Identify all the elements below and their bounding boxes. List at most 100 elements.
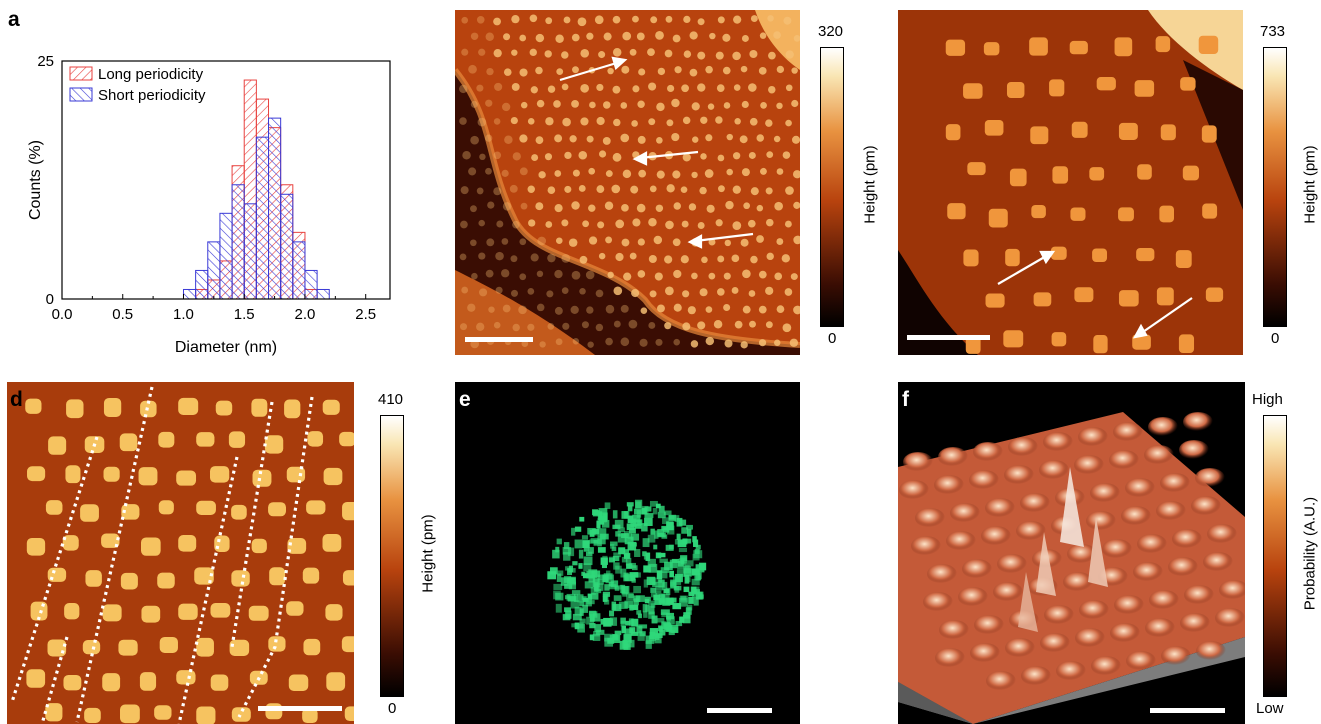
afm-dot	[570, 305, 579, 315]
afm-dot	[588, 167, 596, 175]
afm-dot	[577, 17, 587, 27]
fft-pixel	[582, 573, 590, 579]
afm-dot	[723, 102, 731, 109]
afm-dot	[229, 639, 250, 657]
afm-dot	[561, 51, 569, 59]
legend-label-long: Long periodicity	[98, 66, 204, 83]
fft-pixel	[666, 598, 673, 604]
afm-dot	[527, 117, 535, 125]
afm-dot	[691, 171, 698, 179]
legend-swatch-short	[69, 87, 93, 102]
afm-dot	[733, 84, 741, 91]
probability-bump	[911, 536, 941, 556]
afm-dot	[555, 237, 563, 245]
afm-dot	[648, 217, 657, 227]
fft-pixel	[562, 547, 572, 555]
fft-pixel	[609, 610, 615, 617]
fft-pixel	[620, 620, 625, 627]
afm-dot	[665, 220, 674, 230]
fft-pixel	[591, 592, 599, 600]
afm-dot	[782, 323, 792, 333]
fft-pixel	[670, 581, 677, 587]
fft-pixel	[583, 563, 592, 572]
afm-dot	[579, 255, 588, 264]
probability-bump	[1102, 539, 1132, 559]
fft-pixel	[628, 639, 635, 648]
probability-bump	[1067, 544, 1097, 564]
probability-bump	[938, 447, 968, 467]
afm-dot	[286, 601, 304, 616]
probability-bump	[935, 648, 965, 668]
afm-dot	[157, 572, 175, 589]
afm-dot	[1031, 205, 1046, 219]
afm-dot	[793, 305, 800, 315]
fft-pixel	[621, 625, 626, 634]
afm-dot	[477, 117, 487, 127]
afm-dot	[672, 170, 681, 179]
fft-pixel	[681, 527, 688, 534]
afm-dot	[519, 68, 528, 77]
afm-dot	[470, 205, 477, 213]
fft-pixel	[563, 542, 570, 549]
afm-dot	[476, 187, 484, 195]
afm-dot	[323, 467, 343, 486]
fft-pixel	[646, 576, 656, 586]
afm-dot	[121, 504, 140, 520]
afm-dot	[1118, 122, 1138, 140]
afm-dot	[773, 31, 781, 39]
probability-bump	[903, 452, 933, 472]
fft-pixel	[560, 577, 569, 586]
fft-pixel	[574, 539, 583, 549]
panel-letter-e: e	[459, 388, 471, 411]
fft-pixel	[593, 582, 599, 591]
fft-pixel	[688, 591, 695, 597]
afm-dot	[196, 500, 216, 515]
afm-dot	[264, 435, 284, 454]
fft-pixel	[624, 536, 634, 545]
fft-pixel	[589, 610, 597, 616]
afm-dot	[461, 48, 469, 56]
afm-dot	[785, 186, 794, 195]
afm-dot	[251, 398, 268, 417]
afm-dot	[479, 288, 488, 297]
probability-bump	[1074, 455, 1104, 475]
afm-dot	[648, 254, 657, 264]
afm-dot	[725, 200, 734, 210]
colorbar-b	[820, 47, 844, 327]
x-axis-label: Diameter (nm)	[175, 339, 277, 356]
fft-pixel	[636, 510, 642, 518]
fft-pixel	[649, 631, 656, 639]
fft-pixel	[592, 613, 601, 622]
afm-dot	[1198, 35, 1219, 55]
afm-dot	[178, 397, 199, 416]
afm-dot	[248, 605, 269, 621]
afm-dot	[485, 32, 494, 41]
afm-dot	[705, 336, 715, 346]
fft-pixel	[589, 634, 595, 641]
fft-pixel	[620, 568, 627, 578]
afm-dot	[760, 102, 767, 109]
fft-pixel	[642, 604, 648, 613]
afm-dot	[963, 249, 979, 267]
probability-bump	[1040, 633, 1070, 653]
probability-bump	[985, 498, 1015, 518]
afm-dot	[519, 167, 528, 176]
afm-dot	[1118, 207, 1134, 222]
fft-pixel	[651, 615, 658, 624]
histogram-bar-short	[243, 203, 257, 300]
fft-pixel	[547, 571, 557, 580]
fft-pixel	[571, 527, 576, 536]
afm-dot	[252, 469, 272, 487]
afm-dot	[588, 204, 596, 212]
legend-label-short: Short periodicity	[98, 87, 206, 104]
afm-dot	[547, 186, 556, 195]
afm-dot	[268, 636, 286, 652]
fft-pixel	[597, 538, 602, 547]
fft-pixel	[592, 633, 601, 641]
fft-pixel	[652, 508, 658, 515]
probability-bump	[1191, 496, 1221, 516]
afm-dot	[302, 567, 320, 584]
afm-dot	[215, 400, 233, 416]
afm-dot	[707, 103, 715, 110]
fft-pixel	[643, 611, 648, 618]
